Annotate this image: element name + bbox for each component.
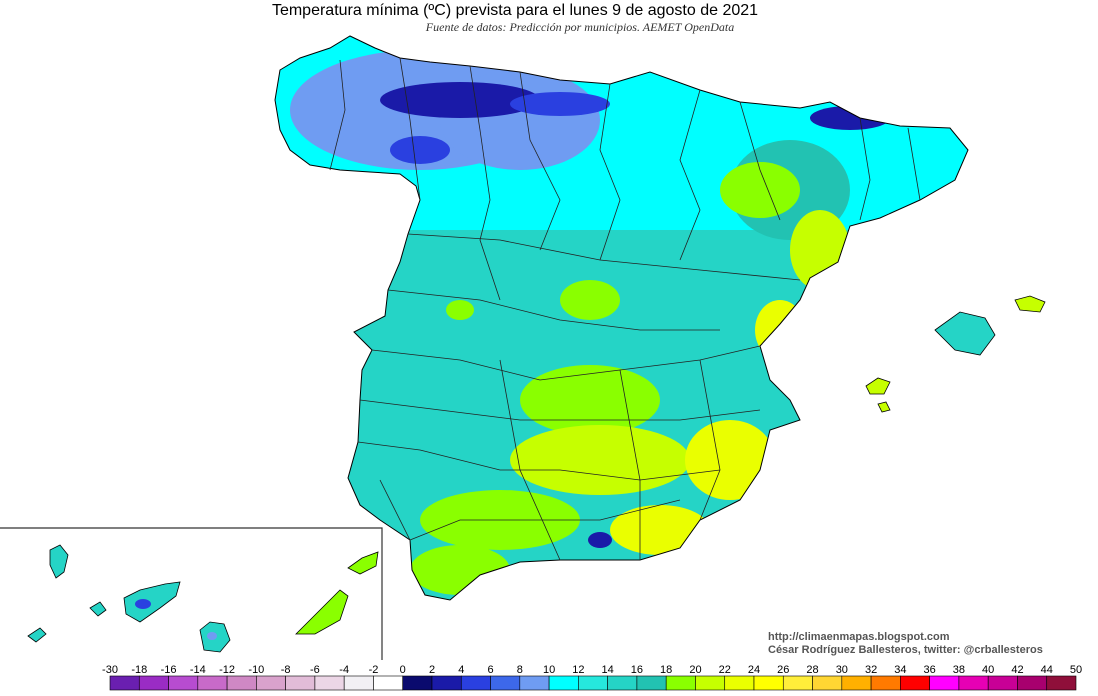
- legend-color-box: [636, 675, 667, 691]
- legend-tick-label: 12: [572, 664, 584, 676]
- legend-tick-label: 2: [429, 664, 435, 676]
- legend-tick-labels: -30 -18 -16 -14 -12 -10 -8 -6 -4 -2 0 2 4 6 8 10 12 14 16 1…: [102, 664, 1082, 676]
- color-legend: -30 -18 -16 -14 -12 -10 -8 -6 -4 -2 0 2 4 6 8 10 12 14 16 1…: [102, 664, 1082, 691]
- legend-tick-label: 44: [1041, 664, 1053, 676]
- tenerife-island: [123, 581, 181, 623]
- legend-color-box: [402, 675, 433, 691]
- legend-color-box: [109, 675, 140, 691]
- la-palma-island: [49, 544, 69, 579]
- legend-color-box: [256, 675, 286, 691]
- legend-color-box: [812, 675, 843, 691]
- legend-color-box: [548, 675, 579, 691]
- legend-color-box: [138, 675, 169, 691]
- legend-tick-label: -12: [219, 664, 235, 676]
- legend-tick-label: 16: [631, 664, 643, 676]
- legend-color-box: [1017, 675, 1048, 691]
- mallorca-island: [934, 311, 996, 356]
- legend-tick-label: 50: [1070, 664, 1082, 676]
- legend-color-box: [753, 675, 784, 691]
- legend-tick-label: 24: [748, 664, 760, 676]
- legend-tick-label: 6: [487, 664, 493, 676]
- legend-color-box: [987, 675, 1018, 691]
- legend-tick-label: -2: [369, 664, 379, 676]
- legend-color-box: [431, 675, 462, 691]
- legend-tick-label: -4: [339, 664, 349, 676]
- legend-tick-label: 30: [836, 664, 848, 676]
- legend-tick-label: 20: [689, 664, 701, 676]
- legend-tick-label: 0: [400, 664, 406, 676]
- legend-color-box: [578, 675, 608, 691]
- legend-color-box: [197, 675, 228, 691]
- province-borders: [329, 57, 921, 561]
- map-subtitle: Fuente de datos: Predicción por municipi…: [425, 20, 735, 34]
- credit-url: http://climaenmapas.blogspot.com: [768, 631, 950, 643]
- legend-color-box: [343, 675, 374, 691]
- legend-tick-label: 22: [719, 664, 731, 676]
- legend-color-boxes: [109, 675, 1077, 691]
- legend-tick-label: -8: [281, 664, 291, 676]
- legend-color-box: [695, 675, 726, 691]
- legend-tick-label: -16: [161, 664, 177, 676]
- temperature-map: [0, 35, 1046, 660]
- peninsula-outline: [274, 35, 969, 601]
- legend-color-box: [285, 675, 316, 691]
- map-title: Temperatura mínima (ºC) prevista para el…: [271, 2, 759, 19]
- legend-color-box: [490, 675, 521, 691]
- legend-color-box: [782, 675, 813, 691]
- legend-tick-label: 8: [517, 664, 523, 676]
- legend-color-box: [460, 675, 491, 691]
- legend-tick-label: -10: [248, 664, 264, 676]
- legend-tick-label: -30: [102, 664, 118, 676]
- legend-color-box: [168, 675, 199, 691]
- legend-color-box: [373, 675, 404, 691]
- legend-tick-label: 4: [458, 664, 464, 676]
- legend-tick-label: -14: [190, 664, 206, 676]
- legend-color-box: [665, 675, 696, 691]
- legend-tick-label: 26: [777, 664, 789, 676]
- legend-tick-label: 38: [953, 664, 965, 676]
- teide-cold-zone: [135, 599, 151, 609]
- canary-inset-frame: [0, 527, 383, 660]
- legend-color-box: [1046, 675, 1077, 691]
- legend-color-box: [870, 675, 901, 691]
- legend-color-box: [226, 675, 257, 691]
- ibiza-island: [865, 377, 891, 395]
- legend-tick-label: 34: [894, 664, 906, 676]
- legend-tick-label: -6: [310, 664, 320, 676]
- legend-tick-label: 14: [602, 664, 614, 676]
- legend-color-box: [314, 675, 345, 691]
- legend-color-box: [900, 675, 930, 691]
- fuerteventura-island: [295, 589, 349, 635]
- la-gomera-island: [89, 601, 107, 617]
- legend-tick-label: 18: [660, 664, 672, 676]
- legend-color-box: [607, 675, 638, 691]
- legend-color-box: [958, 675, 989, 691]
- credit-author: César Rodríguez Ballesteros, twitter: @c…: [768, 644, 1043, 656]
- legend-tick-label: -18: [131, 664, 147, 676]
- legend-tick-label: 36: [924, 664, 936, 676]
- menorca-island: [1014, 295, 1046, 313]
- gran-canaria-summit: [207, 632, 217, 640]
- legend-color-box: [841, 675, 872, 691]
- legend-tick-label: 42: [1011, 664, 1023, 676]
- legend-tick-label: 32: [865, 664, 877, 676]
- legend-color-box: [929, 675, 960, 691]
- legend-tick-label: 40: [982, 664, 994, 676]
- legend-tick-label: 28: [806, 664, 818, 676]
- legend-color-box: [724, 675, 755, 691]
- formentera-island: [877, 401, 891, 413]
- legend-tick-label: 10: [543, 664, 555, 676]
- lanzarote-island: [347, 551, 379, 575]
- legend-color-box: [519, 675, 550, 691]
- el-hierro-island: [27, 627, 47, 643]
- peninsula-temperature-zones: [275, 36, 968, 600]
